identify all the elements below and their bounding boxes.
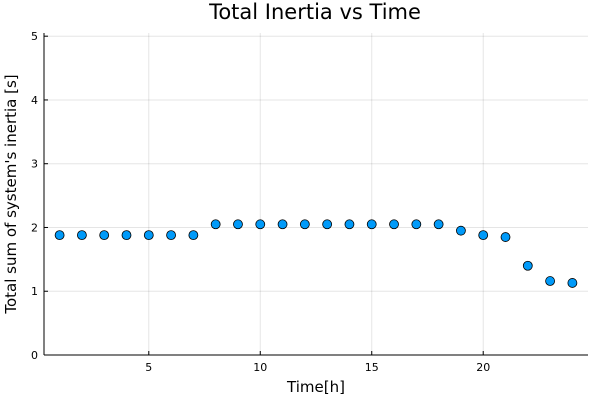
y-axis-label: Total sum of system's inertia [s] [2,74,20,314]
data-point [77,230,87,241]
data-point [545,276,555,286]
y-tick-label: 1 [31,285,38,298]
y-tick-label: 2 [31,221,38,234]
data-point [188,230,199,241]
data-point [522,260,533,271]
grid [44,33,588,356]
data-point [54,230,65,241]
data-point [255,219,266,230]
data-point [166,230,176,241]
axes [43,33,588,356]
data-point [567,278,578,288]
y-tick-label: 0 [31,349,38,362]
data-point [277,219,288,230]
x-tick-label: 10 [253,361,267,374]
data-point [389,219,399,230]
x-tick-label: 5 [145,361,152,374]
data-point [456,225,466,236]
data-point [143,230,154,241]
tick-labels: 5 10 15 20 0 1 2 3 4 5 [31,30,490,374]
y-tick-label: 5 [31,30,38,43]
data-point [478,230,489,241]
data-point [500,232,511,242]
y-tick-label: 3 [31,158,38,171]
data-point [121,230,132,241]
data-point [322,219,333,230]
data-point [411,219,422,230]
x-tick-label: 15 [365,361,379,374]
data-point [344,219,355,230]
data-points [54,219,578,288]
chart-title: Total Inertia vs Time [208,0,421,24]
data-point [433,219,444,230]
data-point [366,219,377,230]
data-point [210,219,221,230]
data-point [299,219,310,230]
data-point [233,219,243,230]
data-point [99,230,110,241]
x-tick-label: 20 [476,361,490,374]
y-tick-label: 4 [31,94,38,107]
x-axis-label: Time[h] [286,378,345,396]
